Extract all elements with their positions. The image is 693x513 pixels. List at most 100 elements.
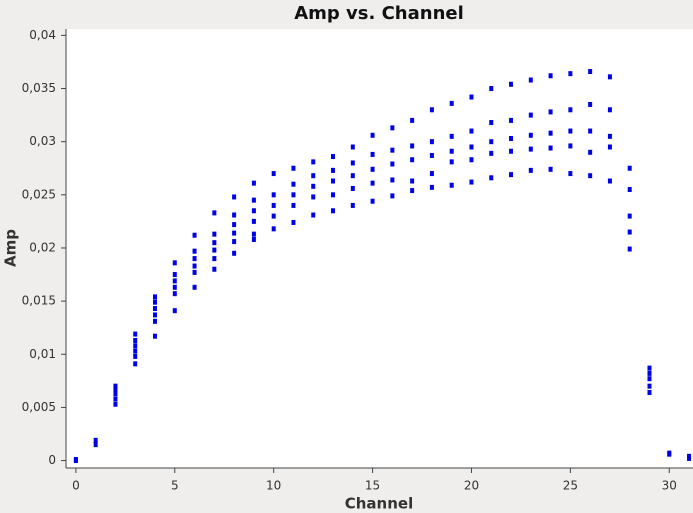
point — [133, 348, 138, 354]
point — [429, 171, 434, 177]
point — [370, 180, 375, 186]
point — [331, 154, 336, 160]
point — [489, 86, 494, 92]
point — [350, 185, 355, 191]
point — [153, 312, 158, 318]
point — [251, 218, 256, 224]
point — [133, 337, 138, 343]
point — [153, 333, 158, 339]
point — [251, 197, 256, 203]
point — [133, 343, 138, 349]
point — [390, 193, 395, 199]
point — [410, 157, 415, 163]
point — [251, 236, 256, 242]
point — [212, 240, 217, 246]
point — [153, 299, 158, 305]
point — [153, 306, 158, 312]
y-axis-label: Amp — [2, 229, 20, 267]
point — [429, 139, 434, 145]
point — [251, 208, 256, 214]
point — [153, 294, 158, 300]
point — [172, 260, 177, 266]
point — [73, 456, 78, 462]
point — [350, 173, 355, 179]
point — [568, 128, 573, 134]
point — [212, 256, 217, 262]
point — [133, 361, 138, 367]
point — [548, 166, 553, 172]
point — [588, 149, 593, 155]
point — [429, 152, 434, 158]
point — [449, 182, 454, 188]
point — [449, 100, 454, 106]
y-tick-label: 0,04 — [29, 28, 56, 42]
point — [548, 145, 553, 151]
point — [667, 450, 672, 456]
x-axis-label: Channel — [345, 495, 413, 513]
point — [192, 269, 197, 275]
plot-area — [66, 29, 693, 468]
point — [548, 130, 553, 136]
point — [232, 194, 237, 200]
point — [291, 219, 296, 225]
point — [449, 159, 454, 165]
y-tick-label: 0,005 — [22, 400, 56, 414]
x-tick-label: 15 — [365, 479, 380, 493]
point — [93, 442, 98, 448]
point — [232, 250, 237, 256]
point — [528, 77, 533, 83]
point — [568, 143, 573, 149]
point — [291, 165, 296, 171]
point — [627, 187, 632, 193]
point — [370, 151, 375, 157]
point — [607, 107, 612, 113]
y-tick-label: 0,03 — [29, 134, 56, 148]
point — [232, 212, 237, 218]
point — [192, 232, 197, 238]
point — [172, 291, 177, 297]
x-tick-label: 5 — [171, 479, 179, 493]
point — [153, 318, 158, 324]
point — [271, 213, 276, 219]
point — [232, 230, 237, 236]
point — [291, 192, 296, 198]
x-tick-label: 0 — [72, 479, 80, 493]
x-tick-label: 25 — [563, 479, 578, 493]
point — [568, 107, 573, 113]
point — [607, 133, 612, 139]
point — [251, 180, 256, 186]
point — [627, 213, 632, 219]
x-tick-label: 10 — [266, 479, 281, 493]
point — [489, 139, 494, 145]
point — [370, 166, 375, 172]
point — [607, 178, 612, 184]
point — [172, 308, 177, 314]
point — [331, 192, 336, 198]
point — [647, 370, 652, 376]
y-tick-label: 0,015 — [22, 294, 56, 308]
point — [311, 159, 316, 165]
point — [390, 177, 395, 183]
point — [469, 179, 474, 185]
point — [607, 144, 612, 150]
point — [192, 284, 197, 290]
point — [489, 175, 494, 181]
point — [350, 202, 355, 208]
point — [311, 212, 316, 218]
point — [172, 278, 177, 284]
point — [291, 181, 296, 187]
x-tick-label: 20 — [464, 479, 479, 493]
point — [509, 148, 514, 154]
point — [212, 231, 217, 237]
point — [528, 112, 533, 118]
point — [410, 178, 415, 184]
point — [588, 101, 593, 107]
point — [627, 165, 632, 171]
y-tick-label: 0,01 — [29, 347, 56, 361]
title-bar — [0, 0, 693, 28]
y-tick-label: 0,035 — [22, 81, 56, 95]
point — [429, 107, 434, 113]
point — [627, 229, 632, 235]
